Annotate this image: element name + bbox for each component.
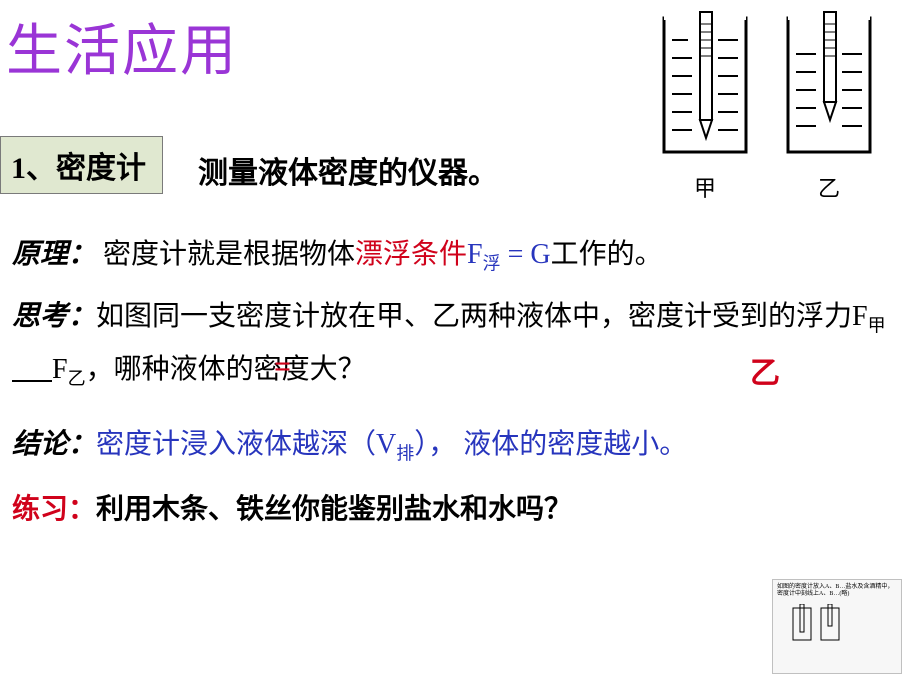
think-t2: ，哪种液体的密度大？ xyxy=(86,354,366,385)
conclusion-sub: 排 xyxy=(396,444,414,464)
beaker-a-svg xyxy=(656,10,754,160)
answer-equals: = xyxy=(274,350,291,384)
principle-t1: 密度计就是根据物体 xyxy=(103,239,355,270)
think-sub1: 甲 xyxy=(868,316,886,336)
think-F2: F xyxy=(52,354,68,385)
principle-F: F xyxy=(467,239,483,270)
practice-line: 练习：利用木条、铁丝你能鉴别盐水和水吗？ xyxy=(12,483,572,536)
principle-t2: 工作的。 xyxy=(551,239,663,270)
conclusion-line: 结论：密度计浸入液体越深（V排）， 液体的密度越小。 xyxy=(12,418,687,471)
principle-mid: = G xyxy=(501,239,551,270)
conclusion-head: 结论： xyxy=(12,429,96,460)
practice-head: 练习： xyxy=(12,494,96,525)
principle-line: 原理： 密度计就是根据物体漂浮条件F浮 = G工作的。 xyxy=(12,228,663,281)
answer-yi: 乙 xyxy=(750,348,780,392)
conclusion-b: ）， 液体的密度越小。 xyxy=(414,429,687,460)
hydrometer-diagrams: 甲 乙 xyxy=(656,10,878,203)
beaker-b-wrap: 乙 xyxy=(780,10,878,203)
think-head: 思考： xyxy=(12,301,96,332)
beaker-b-label: 乙 xyxy=(780,171,878,203)
think-sub2: 乙 xyxy=(68,369,86,389)
practice-text: 利用木条、铁丝你能鉴别盐水和水吗？ xyxy=(96,494,572,525)
slide-thumbnail: 如图的密度计放入A、B…盐水及含酒精中，密度计中刻线上A、B…(略) xyxy=(772,579,902,674)
principle-head: 原理： xyxy=(12,239,96,270)
thumb-figs xyxy=(791,604,897,644)
beaker-a-wrap: 甲 xyxy=(656,10,754,203)
thumb-text: 如图的密度计放入A、B…盐水及含酒精中，密度计中刻线上A、B…(略) xyxy=(777,584,897,598)
think-t1: 如图同一支密度计放在甲、乙两种液体中，密度计受到的浮力F xyxy=(96,301,868,332)
think-blank xyxy=(12,352,52,382)
section-definition: 测量液体密度的仪器。 xyxy=(198,148,498,192)
page-title: 生活应用 xyxy=(6,6,238,87)
beaker-a-label: 甲 xyxy=(656,171,754,203)
thumb-inner: 如图的密度计放入A、B…盐水及含酒精中，密度计中刻线上A、B…(略) xyxy=(777,584,897,669)
principle-sub: 浮 xyxy=(483,254,501,274)
beaker-b-svg xyxy=(780,10,878,160)
conclusion-a: 密度计浸入液体越深（V xyxy=(96,429,396,460)
section-number-box: 1、密度计 xyxy=(0,136,163,194)
principle-float-cond: 漂浮条件 xyxy=(355,239,467,270)
